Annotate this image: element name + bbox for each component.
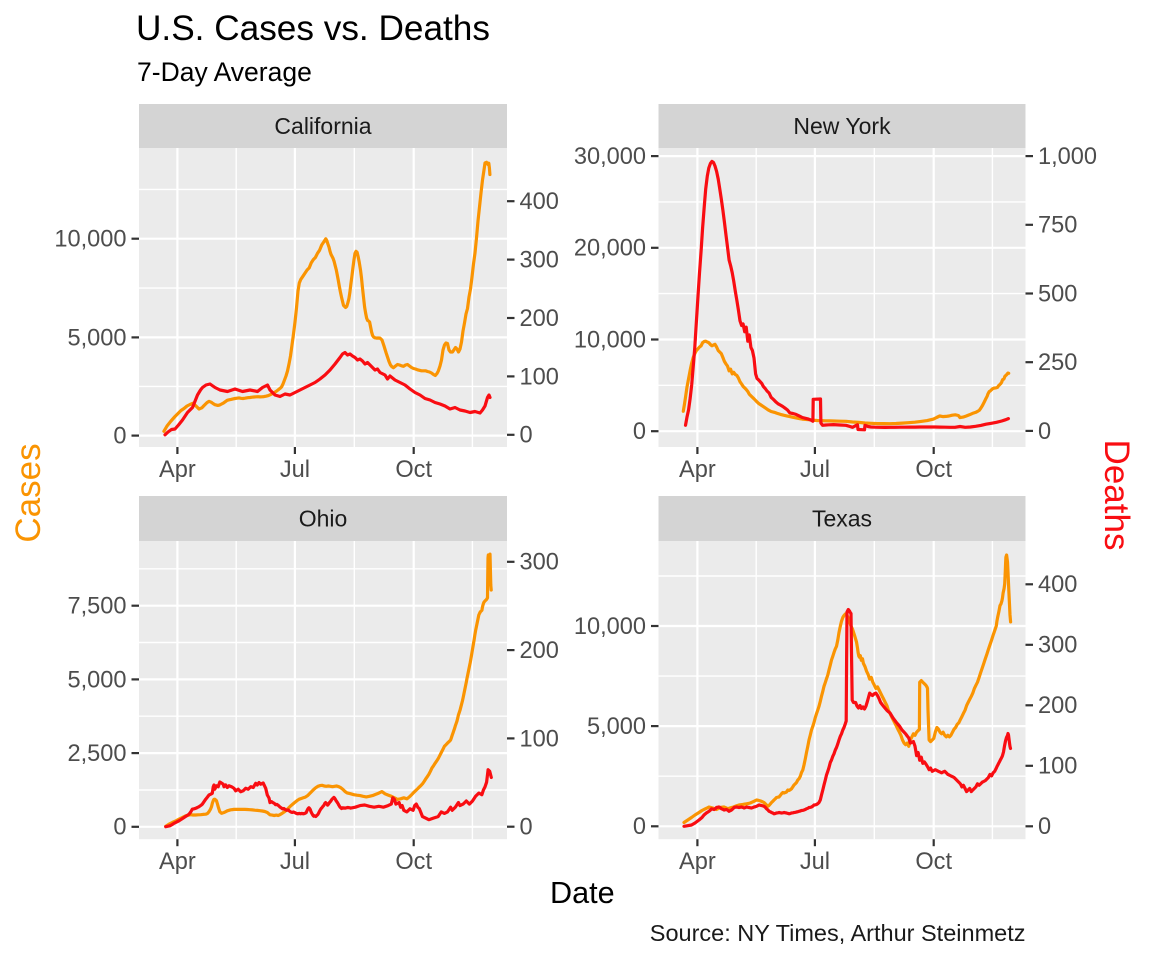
svg-text:Deaths: Deaths bbox=[1097, 440, 1136, 551]
svg-text:Date: Date bbox=[550, 876, 615, 910]
svg-text:California: California bbox=[274, 113, 371, 139]
svg-text:Oct: Oct bbox=[915, 457, 952, 483]
svg-text:5,000: 5,000 bbox=[67, 325, 126, 351]
svg-text:U.S. Cases vs. Deaths: U.S. Cases vs. Deaths bbox=[136, 9, 490, 48]
svg-text:Apr: Apr bbox=[679, 849, 716, 875]
svg-text:10,000: 10,000 bbox=[574, 327, 646, 353]
svg-text:0: 0 bbox=[520, 423, 533, 449]
svg-text:Ohio: Ohio bbox=[299, 506, 348, 532]
svg-text:Jul: Jul bbox=[800, 457, 830, 483]
svg-text:Cases: Cases bbox=[9, 443, 48, 542]
svg-text:500: 500 bbox=[1038, 281, 1077, 307]
svg-text:7,500: 7,500 bbox=[67, 594, 126, 620]
svg-text:7-Day Average: 7-Day Average bbox=[137, 57, 312, 87]
svg-text:0: 0 bbox=[113, 815, 126, 841]
svg-text:0: 0 bbox=[113, 424, 126, 450]
svg-text:0: 0 bbox=[1038, 419, 1051, 445]
svg-text:5,000: 5,000 bbox=[587, 714, 646, 740]
svg-text:0: 0 bbox=[633, 419, 646, 445]
svg-text:250: 250 bbox=[1038, 350, 1077, 376]
svg-text:300: 300 bbox=[520, 248, 559, 274]
svg-text:10,000: 10,000 bbox=[574, 614, 646, 640]
svg-text:200: 200 bbox=[1038, 693, 1077, 719]
svg-text:0: 0 bbox=[633, 814, 646, 840]
svg-text:0: 0 bbox=[520, 815, 533, 841]
svg-text:30,000: 30,000 bbox=[574, 144, 646, 170]
svg-text:0: 0 bbox=[1038, 814, 1051, 840]
svg-text:20,000: 20,000 bbox=[574, 236, 646, 262]
svg-text:Oct: Oct bbox=[395, 849, 432, 875]
svg-text:300: 300 bbox=[520, 550, 559, 576]
svg-text:100: 100 bbox=[520, 364, 559, 390]
svg-text:Apr: Apr bbox=[159, 457, 196, 483]
svg-text:New York: New York bbox=[793, 113, 891, 139]
svg-text:100: 100 bbox=[520, 726, 559, 752]
svg-text:Apr: Apr bbox=[159, 849, 196, 875]
svg-text:300: 300 bbox=[1038, 633, 1077, 659]
svg-text:Jul: Jul bbox=[280, 457, 310, 483]
svg-text:Jul: Jul bbox=[280, 849, 310, 875]
svg-text:100: 100 bbox=[1038, 754, 1077, 780]
svg-text:Source: NY Times, Arthur Stein: Source: NY Times, Arthur Steinmetz bbox=[650, 920, 1026, 946]
svg-text:750: 750 bbox=[1038, 213, 1077, 239]
svg-text:200: 200 bbox=[520, 306, 559, 332]
svg-text:Texas: Texas bbox=[812, 506, 872, 532]
svg-text:Jul: Jul bbox=[800, 849, 830, 875]
svg-text:Apr: Apr bbox=[679, 457, 716, 483]
svg-text:10,000: 10,000 bbox=[54, 227, 126, 253]
svg-text:Oct: Oct bbox=[395, 457, 432, 483]
svg-text:5,000: 5,000 bbox=[67, 667, 126, 693]
svg-text:1,000: 1,000 bbox=[1038, 144, 1097, 170]
svg-text:400: 400 bbox=[520, 189, 559, 215]
svg-text:200: 200 bbox=[520, 638, 559, 664]
svg-text:400: 400 bbox=[1038, 572, 1077, 598]
svg-text:2,500: 2,500 bbox=[67, 741, 126, 767]
svg-text:Oct: Oct bbox=[915, 849, 952, 875]
